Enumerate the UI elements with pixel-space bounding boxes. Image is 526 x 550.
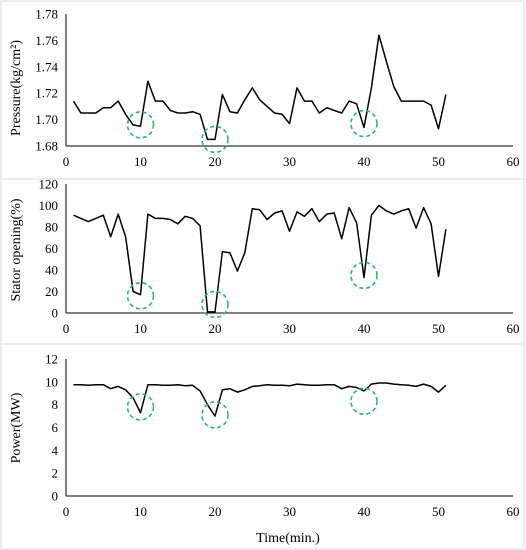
y-tick-label: 120 xyxy=(39,177,59,192)
y-tick-label: 12 xyxy=(45,352,58,367)
highlight-circle xyxy=(201,125,229,154)
highlight-circle xyxy=(350,387,378,416)
x-tick-labels: 0 10 20 30 40 50 60 xyxy=(63,321,520,336)
x-tick-labels: 0 10 20 30 40 50 60 xyxy=(63,504,520,519)
chart-pressure: Pressure(kg/cm²) 1.68 1.70 1.72 1.74 1.76 1.7… xyxy=(0,0,525,180)
y-tick-labels: 1.68 1.70 1.72 1.74 1.76 1.78 xyxy=(35,7,58,154)
x-tick-label: 40 xyxy=(358,321,371,336)
y-tick-label: 10 xyxy=(45,374,58,389)
plot-frame xyxy=(0,178,525,345)
highlight-circle xyxy=(350,261,378,290)
highlight-circle xyxy=(126,281,155,310)
y-axis-label: Pressure(kg/cm²) xyxy=(9,40,24,136)
x-tick-label: 50 xyxy=(432,321,445,336)
x-tick-label: 50 xyxy=(432,504,445,519)
x-tick-label: 50 xyxy=(432,154,445,169)
y-tick-label: 1.76 xyxy=(35,33,58,48)
y-tick-label: 8 xyxy=(52,397,59,412)
chart-stator-opening: Stator opening(%) 0 20 40 60 80 100 120 0 10 20 3… xyxy=(0,177,525,345)
plot-area xyxy=(65,14,513,154)
highlight-circle xyxy=(350,109,378,138)
series-line xyxy=(73,204,447,313)
x-tick-label: 20 xyxy=(209,321,222,336)
x-tick-label: 60 xyxy=(507,154,520,169)
y-tick-label: 1.72 xyxy=(35,86,58,101)
highlight-circle xyxy=(201,290,229,319)
highlight-circle xyxy=(201,401,229,429)
y-tick-label: 1.78 xyxy=(35,7,58,22)
x-tick-label: 10 xyxy=(134,504,147,519)
plot-area xyxy=(65,184,513,319)
y-tick-label: 2 xyxy=(52,466,59,481)
x-tick-label: 0 xyxy=(63,504,70,519)
x-axis-label: Time(min.) xyxy=(256,531,320,546)
y-tick-label: 60 xyxy=(45,241,58,256)
y-tick-label: 0 xyxy=(52,306,59,321)
y-tick-label: 6 xyxy=(52,420,59,435)
y-tick-labels: 0 20 40 60 80 100 120 xyxy=(39,177,59,321)
x-tick-label: 10 xyxy=(134,154,147,169)
x-tick-label: 0 xyxy=(63,321,70,336)
plot-area xyxy=(65,359,513,497)
y-tick-label: 0 xyxy=(52,489,59,504)
chart-power: Power(MW) 0 2 4 6 8 10 12 0 10 20 30 40 50 60 Time(m… xyxy=(0,343,525,550)
x-tick-label: 20 xyxy=(209,504,222,519)
y-tick-label: 40 xyxy=(45,263,58,278)
x-tick-label: 0 xyxy=(63,154,70,169)
y-tick-label: 4 xyxy=(52,443,59,458)
series-line xyxy=(72,34,447,141)
plot-frame xyxy=(0,343,525,550)
y-tick-label: 80 xyxy=(45,220,58,235)
y-tick-label: 100 xyxy=(39,198,59,213)
y-tick-label: 20 xyxy=(45,284,58,299)
x-tick-labels: 0 10 20 30 40 50 60 xyxy=(63,154,520,169)
x-tick-label: 40 xyxy=(358,504,371,519)
x-tick-label: 20 xyxy=(209,154,222,169)
y-tick-label: 1.70 xyxy=(35,112,58,127)
series-line xyxy=(73,382,447,417)
y-axis-label: Power(MW) xyxy=(9,392,24,463)
x-tick-label: 30 xyxy=(283,504,296,519)
y-tick-label: 1.74 xyxy=(35,59,58,74)
highlight-circle xyxy=(126,393,155,421)
x-tick-label: 60 xyxy=(507,504,520,519)
x-tick-label: 40 xyxy=(358,154,371,169)
y-axis-label: Stator opening(%) xyxy=(9,198,24,301)
x-tick-label: 60 xyxy=(507,321,520,336)
x-tick-label: 30 xyxy=(283,154,296,169)
y-tick-label: 1.68 xyxy=(35,139,58,154)
plot-frame xyxy=(0,0,525,180)
y-tick-labels: 0 2 4 6 8 10 12 xyxy=(45,352,59,504)
x-tick-label: 30 xyxy=(283,321,296,336)
x-tick-label: 10 xyxy=(134,321,147,336)
